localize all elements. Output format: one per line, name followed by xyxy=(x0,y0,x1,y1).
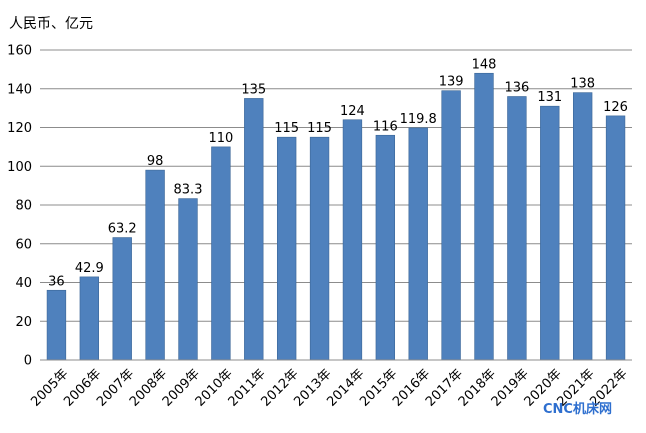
data-labels: 36 42.9 63.2 98 83.3 110 135 115 115 124 116 119.8 1… xyxy=(48,57,628,289)
watermark: CNC机床网 xyxy=(543,402,612,417)
bar xyxy=(178,198,198,361)
bar-value-label: 83.3 xyxy=(174,183,203,198)
bar xyxy=(112,237,132,361)
y-axis-ticks: 0 20 40 60 80 100 120 140 160 xyxy=(7,44,32,369)
bar-value-label: 116 xyxy=(373,119,398,134)
bar-value-label: 124 xyxy=(340,104,365,119)
bar-value-label: 98 xyxy=(147,154,164,169)
y-tick-label: 0 xyxy=(24,354,32,369)
bar-value-label: 115 xyxy=(307,121,332,136)
bar-value-label: 110 xyxy=(208,131,233,146)
bar-value-label: 115 xyxy=(274,121,299,136)
y-axis-unit-label: 人民币、亿元 xyxy=(9,16,93,32)
y-tick-label: 40 xyxy=(15,276,32,291)
bar xyxy=(441,90,461,361)
bar xyxy=(572,92,593,361)
bar-value-label: 138 xyxy=(570,77,595,92)
y-tick-label: 100 xyxy=(7,160,32,175)
x-axis-ticks: 2005年2006年2007年2008年2009年2010年2011年2012年… xyxy=(28,366,630,409)
bars xyxy=(46,72,626,361)
bar-value-label: 131 xyxy=(537,90,562,105)
bar xyxy=(507,96,527,361)
bar xyxy=(309,136,330,361)
bar xyxy=(540,105,560,361)
bar-value-label: 135 xyxy=(241,82,266,97)
bar xyxy=(46,289,67,361)
bar-value-label: 148 xyxy=(472,57,497,72)
y-tick-label: 60 xyxy=(15,237,32,252)
bar xyxy=(145,169,165,361)
bar-value-label: 63.2 xyxy=(108,222,137,237)
y-tick-label: 20 xyxy=(15,315,32,330)
bar xyxy=(79,276,100,361)
bar-value-label: 136 xyxy=(504,81,529,96)
bar xyxy=(408,127,428,361)
bar xyxy=(474,72,494,361)
y-tick-label: 80 xyxy=(15,199,32,214)
bar xyxy=(244,98,264,361)
bar xyxy=(605,115,626,361)
y-tick-label: 160 xyxy=(7,44,32,59)
bar-value-label: 42.9 xyxy=(75,261,104,276)
gridlines xyxy=(40,49,632,322)
bar xyxy=(342,119,363,361)
bar xyxy=(211,146,231,361)
bar xyxy=(276,136,297,361)
bar-value-label: 119.8 xyxy=(400,112,437,127)
y-tick-label: 140 xyxy=(7,82,32,97)
bar-value-label: 36 xyxy=(48,274,65,289)
y-tick-label: 120 xyxy=(7,121,32,136)
bar-value-label: 139 xyxy=(439,75,464,90)
bar xyxy=(375,134,396,361)
bar-value-label: 126 xyxy=(603,100,628,115)
